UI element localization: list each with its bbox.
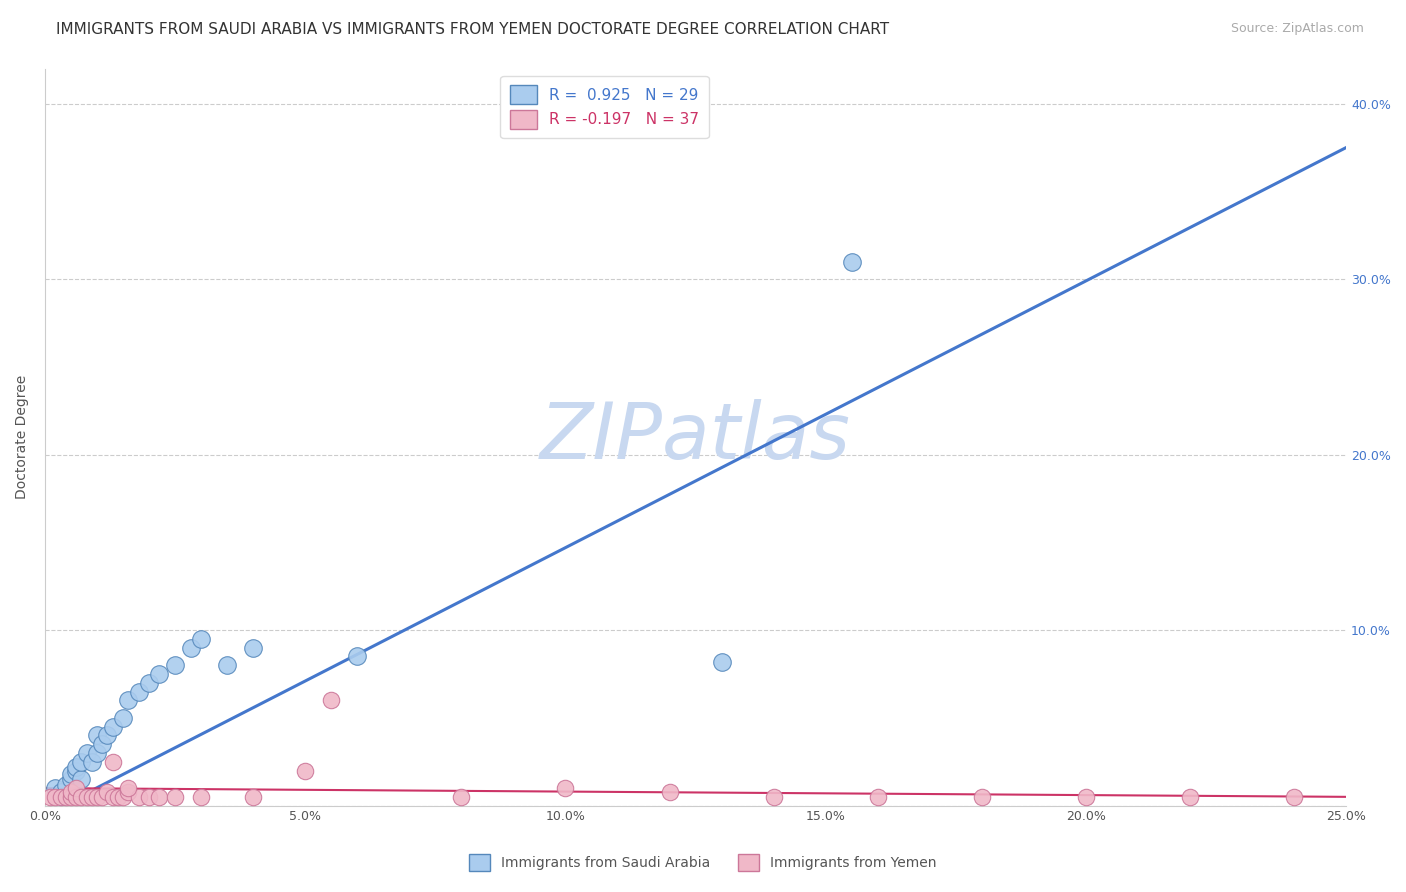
Point — [59, 784, 82, 798]
Point — [86, 789, 108, 804]
Point — [39, 789, 62, 804]
Point — [117, 693, 139, 707]
Point — [217, 658, 239, 673]
Point — [55, 789, 77, 804]
Point — [80, 755, 103, 769]
Point — [294, 764, 316, 778]
Point — [710, 655, 733, 669]
Point — [65, 764, 87, 778]
Point — [138, 789, 160, 804]
Point — [101, 720, 124, 734]
Point — [70, 789, 93, 804]
Point — [841, 254, 863, 268]
Point — [107, 789, 129, 804]
Text: Source: ZipAtlas.com: Source: ZipAtlas.com — [1230, 22, 1364, 36]
Point — [866, 789, 889, 804]
Point — [148, 667, 170, 681]
Point — [101, 755, 124, 769]
Point — [76, 746, 98, 760]
Point — [117, 780, 139, 795]
Point — [55, 778, 77, 792]
Point — [970, 789, 993, 804]
Point — [59, 772, 82, 787]
Point — [346, 649, 368, 664]
Point — [762, 789, 785, 804]
Point — [65, 780, 87, 795]
Point — [1178, 789, 1201, 804]
Point — [96, 728, 118, 742]
Point — [165, 658, 187, 673]
Point — [138, 675, 160, 690]
Point — [59, 767, 82, 781]
Point — [86, 728, 108, 742]
Point — [44, 789, 66, 804]
Point — [190, 632, 212, 646]
Point — [91, 789, 114, 804]
Legend: R =  0.925   N = 29, R = -0.197   N = 37: R = 0.925 N = 29, R = -0.197 N = 37 — [501, 76, 709, 138]
Y-axis label: Doctorate Degree: Doctorate Degree — [15, 375, 30, 500]
Point — [148, 789, 170, 804]
Point — [242, 789, 264, 804]
Point — [658, 784, 681, 798]
Point — [49, 789, 72, 804]
Point — [59, 789, 82, 804]
Point — [96, 784, 118, 798]
Point — [117, 784, 139, 798]
Point — [190, 789, 212, 804]
Point — [321, 693, 343, 707]
Point — [112, 789, 135, 804]
Point — [165, 789, 187, 804]
Point — [86, 746, 108, 760]
Point — [49, 784, 72, 798]
Point — [76, 789, 98, 804]
Point — [128, 684, 150, 698]
Point — [112, 711, 135, 725]
Point — [91, 737, 114, 751]
Point — [1282, 789, 1305, 804]
Point — [101, 789, 124, 804]
Point — [70, 755, 93, 769]
Point — [450, 789, 472, 804]
Text: ZIPatlas: ZIPatlas — [540, 399, 851, 475]
Point — [1074, 789, 1097, 804]
Point — [128, 789, 150, 804]
Point — [44, 780, 66, 795]
Text: IMMIGRANTS FROM SAUDI ARABIA VS IMMIGRANTS FROM YEMEN DOCTORATE DEGREE CORRELATI: IMMIGRANTS FROM SAUDI ARABIA VS IMMIGRAN… — [56, 22, 890, 37]
Point — [180, 640, 202, 655]
Point — [242, 640, 264, 655]
Point — [554, 780, 576, 795]
Point — [65, 760, 87, 774]
Legend: Immigrants from Saudi Arabia, Immigrants from Yemen: Immigrants from Saudi Arabia, Immigrants… — [464, 848, 942, 876]
Point — [70, 772, 93, 787]
Point — [80, 789, 103, 804]
Point — [65, 789, 87, 804]
